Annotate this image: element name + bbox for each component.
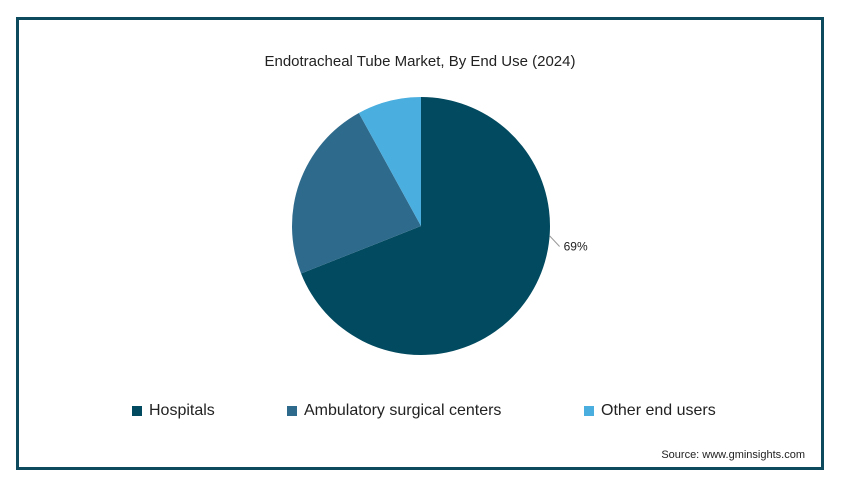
legend-item-ambulatory-surgical-centers: Ambulatory surgical centers xyxy=(287,402,501,420)
legend-swatch-hospitals xyxy=(132,406,142,416)
legend-swatch-other-end-users xyxy=(584,406,594,416)
pie-slice-other-end-users xyxy=(358,97,421,226)
pie-slices xyxy=(292,97,550,356)
legend-swatch-ambulatory-surgical-centers xyxy=(287,406,297,416)
chart-title: Endotracheal Tube Market, By End Use (20… xyxy=(264,53,576,70)
source-note: Source: www.gminsights.com xyxy=(661,449,805,461)
legend-label-other-end-users: Other end users xyxy=(601,402,716,419)
chart-frame: Endotracheal Tube Market, By End Use (20… xyxy=(16,17,824,470)
legend-item-other-end-users: Other end users xyxy=(584,402,716,420)
pie-slice-ambulatory-surgical-centers xyxy=(292,112,421,274)
data-label-leader-line xyxy=(549,235,560,247)
legend-label-hospitals: Hospitals xyxy=(149,402,215,419)
pie-slice-hospitals xyxy=(301,97,550,356)
pie-data-labels: 69% xyxy=(549,235,588,253)
legend-item-hospitals: Hospitals xyxy=(132,402,215,420)
data-label-hospitals: 69% xyxy=(564,239,588,253)
legend-label-ambulatory-surgical-centers: Ambulatory surgical centers xyxy=(304,402,502,419)
